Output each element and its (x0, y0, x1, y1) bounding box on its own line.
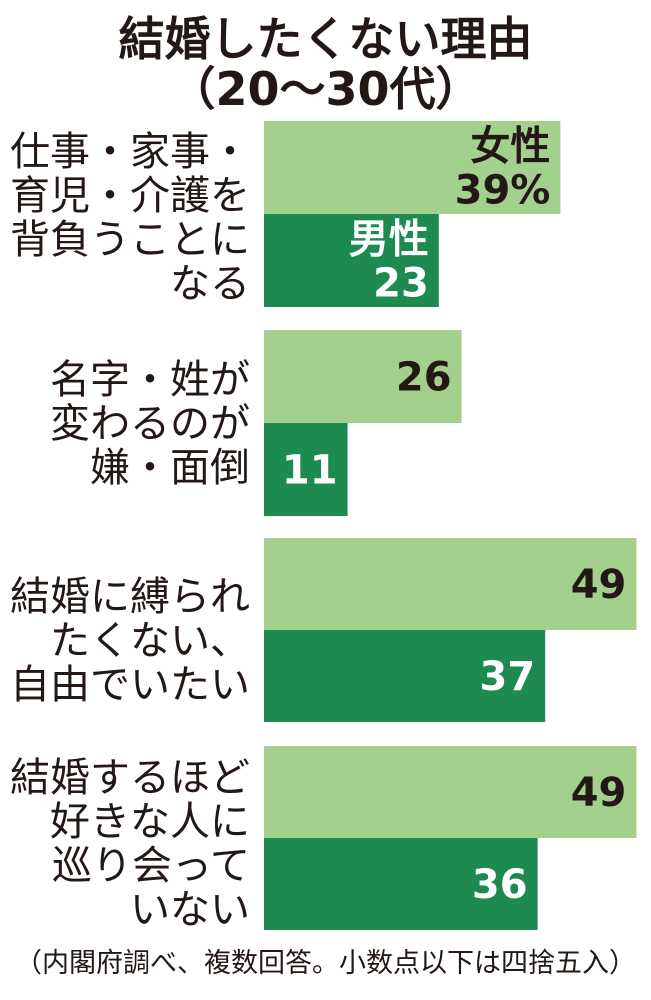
female-bar (264, 330, 462, 423)
value-label: 11 (282, 448, 338, 494)
female-bar (264, 746, 637, 838)
category-label: 嫌・面倒 (90, 445, 250, 491)
male-bar (264, 838, 538, 930)
category-label: 変わるのが (50, 401, 250, 447)
male-bar (264, 423, 348, 516)
bar-chart: 仕事・家事・育児・介護を背負うことになる名字・姓が変わるのが嫌・面倒結婚に縛られ… (10, 121, 637, 933)
value-label: 39% (455, 168, 551, 214)
value-label: 49 (571, 562, 627, 608)
value-label: 23 (373, 261, 429, 307)
series-label: 男性 (349, 217, 429, 263)
chart-subtitle: （20〜30代） (169, 62, 482, 116)
value-label: 37 (480, 654, 536, 700)
category-label: 育児・介護を (10, 173, 250, 219)
value-label: 26 (396, 355, 452, 401)
category-label: なる (170, 261, 250, 307)
category-label: 結婚するほど (10, 755, 250, 801)
category-label: いない (130, 887, 250, 933)
category-label: 巡り会って (52, 843, 250, 889)
female-bar (264, 538, 637, 630)
category-label: 仕事・家事・ (10, 129, 250, 175)
footnote: （内閣府調べ、複数回答。小数点以下は四捨五入） (15, 948, 636, 979)
category-label: 名字・姓が (50, 357, 250, 403)
category-label: 背負うことに (10, 217, 250, 263)
male-bar (264, 214, 439, 307)
category-label: 自由でいたい (10, 662, 250, 708)
male-bar (264, 630, 546, 722)
category-label: 好きな人に (50, 799, 250, 845)
value-label: 49 (571, 770, 627, 816)
category-label: たくない、 (50, 618, 250, 664)
category-label: 結婚に縛られ (10, 574, 250, 620)
series-label: 女性 (470, 124, 550, 170)
female-bar (264, 121, 561, 214)
chart-title: 結婚したくない理由 (118, 12, 533, 66)
value-label: 36 (472, 862, 528, 908)
